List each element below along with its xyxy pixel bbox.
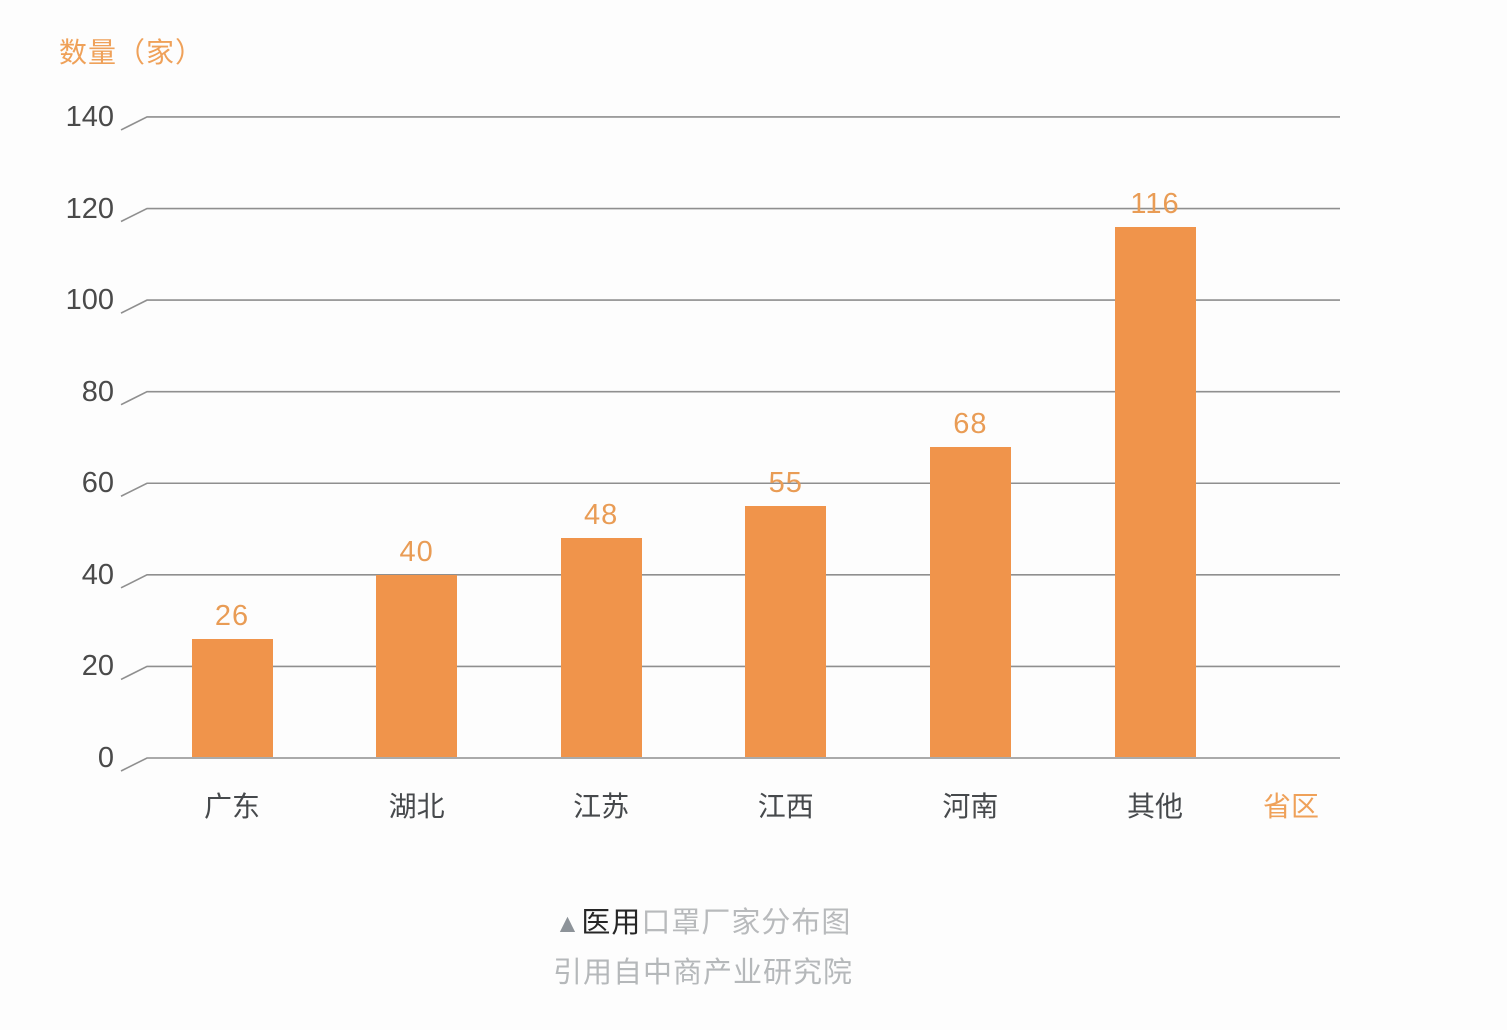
x-tick-label: 其他: [1126, 791, 1183, 822]
y-tick-label: 140: [65, 100, 114, 133]
bar-value-label: 55: [768, 467, 803, 500]
y-tick-label: 40: [81, 558, 114, 591]
gridline: [120, 299, 1340, 314]
y-tick-label: 20: [81, 650, 114, 683]
x-tick-label: 广东: [203, 791, 260, 822]
bar: [745, 506, 827, 757]
bar-value-label: 116: [1130, 187, 1180, 220]
y-tick-label: 80: [81, 375, 114, 408]
x-tick-label: 江西: [757, 791, 814, 822]
caption-source: 引用自中商产业研究院: [552, 957, 854, 989]
bar: [1114, 226, 1196, 757]
caption-title-light: 口罩厂家分布图: [641, 907, 852, 939]
x-tick-label: 江苏: [573, 791, 630, 822]
caption: ▲医用口罩厂家分布图 引用自中商产业研究院: [553, 906, 853, 990]
gridline: [120, 207, 1340, 223]
x-axis-title: 省区: [1262, 791, 1319, 822]
bar: [191, 638, 273, 757]
y-tick-label: 0: [97, 742, 114, 774]
y-tick-label: 100: [65, 284, 114, 317]
bar-value-label: 40: [399, 535, 434, 568]
triangle-marker-icon: ▲: [554, 908, 582, 938]
x-tick-label: 湖北: [388, 791, 445, 822]
y-axis-title: 数量（家）: [59, 37, 205, 68]
caption-title: ▲医用口罩厂家分布图: [553, 906, 853, 940]
gridline: [120, 116, 1340, 131]
bar: [376, 574, 458, 757]
y-tick-label: 120: [65, 192, 114, 225]
gridline: [120, 390, 1340, 406]
bar: [560, 538, 642, 757]
x-tick-label: 河南: [942, 791, 999, 822]
y-tick-label: 60: [81, 467, 114, 500]
caption-title-dark: 医用: [581, 907, 642, 939]
gridline: [120, 757, 1340, 772]
bar-value-label: 68: [953, 407, 988, 440]
bar-value-label: 26: [214, 599, 250, 632]
bar-value-label: 48: [584, 499, 619, 532]
bar: [929, 446, 1011, 757]
